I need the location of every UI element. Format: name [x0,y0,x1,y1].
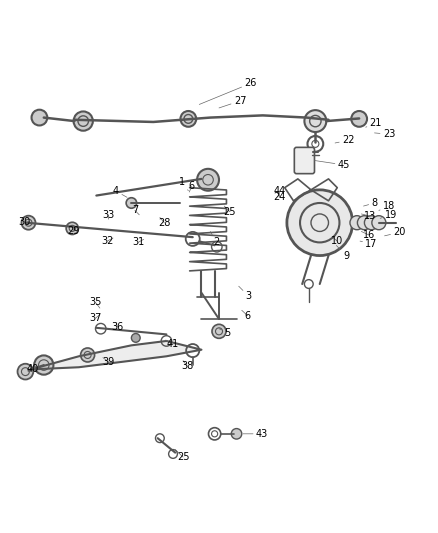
FancyBboxPatch shape [294,147,314,174]
Text: 19: 19 [380,210,397,220]
Text: 4: 4 [113,186,127,197]
Circle shape [126,198,137,208]
Circle shape [66,222,78,235]
Text: 16: 16 [361,230,375,240]
Circle shape [364,216,378,230]
Text: 1: 1 [179,177,188,191]
Text: 9: 9 [336,246,349,261]
Text: 25: 25 [175,449,189,462]
Text: 23: 23 [374,129,395,139]
Circle shape [357,216,371,230]
Text: 13: 13 [361,211,376,221]
Text: 5: 5 [219,328,230,338]
Circle shape [350,216,364,230]
Circle shape [287,190,353,255]
Text: 31: 31 [132,237,144,247]
Text: 38: 38 [181,361,194,372]
Text: 40: 40 [27,365,39,374]
Text: 7: 7 [132,205,139,215]
Text: 37: 37 [89,313,102,323]
Text: 24: 24 [273,192,286,203]
Text: 36: 36 [111,322,124,332]
Text: 20: 20 [385,228,406,237]
Circle shape [74,111,93,131]
Circle shape [231,429,242,439]
Text: 10: 10 [331,236,343,246]
Circle shape [32,110,47,125]
Circle shape [212,324,226,338]
Text: 2: 2 [210,231,220,247]
Text: 29: 29 [67,225,80,236]
Text: 6: 6 [189,181,195,192]
Text: 26: 26 [199,78,257,104]
Text: 35: 35 [89,297,102,308]
Circle shape [18,364,33,379]
Polygon shape [31,341,201,369]
Text: 21: 21 [366,118,382,128]
Text: 41: 41 [166,340,179,350]
Text: 8: 8 [364,198,378,208]
Text: 33: 33 [102,210,115,220]
Text: 39: 39 [102,357,115,367]
Text: 43: 43 [243,429,268,439]
Text: 32: 32 [101,236,113,246]
Circle shape [197,169,219,191]
Text: 28: 28 [158,217,170,228]
Circle shape [304,110,326,132]
Text: 6: 6 [242,310,251,320]
Circle shape [351,111,367,127]
Circle shape [34,356,53,375]
Circle shape [180,111,196,127]
Text: 30: 30 [18,217,30,227]
Text: 25: 25 [224,206,236,217]
Text: 45: 45 [314,160,350,170]
Circle shape [131,334,140,342]
Text: 18: 18 [379,201,395,211]
Circle shape [372,216,386,230]
Circle shape [21,216,35,230]
Text: 3: 3 [239,286,252,301]
Circle shape [81,348,95,362]
Text: 44: 44 [273,186,286,197]
Text: 17: 17 [360,239,378,249]
Text: 27: 27 [219,96,246,108]
Text: 22: 22 [335,135,354,146]
